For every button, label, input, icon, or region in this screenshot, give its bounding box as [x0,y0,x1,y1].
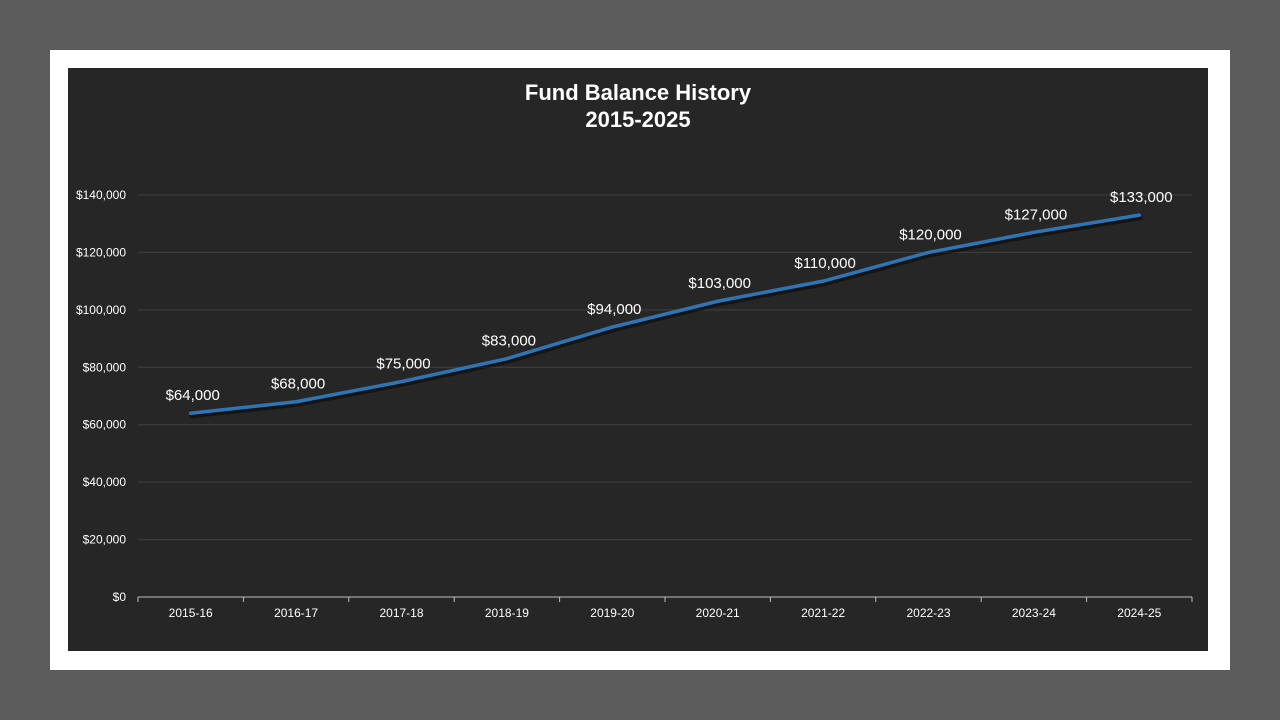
chart-title-main: Fund Balance History [524,80,752,105]
x-tick-label: 2015-16 [169,606,213,620]
data-label: $68,000 [271,376,325,393]
series-line [188,213,1142,415]
x-tick-label: 2024-25 [1117,606,1161,620]
x-tick-label: 2016-17 [274,606,318,620]
data-label: $127,000 [1005,206,1068,223]
series-line-shadow [189,216,1143,419]
x-tick-label: 2020-21 [696,606,740,620]
x-tick-label: 2017-18 [379,606,423,620]
data-label: $83,000 [482,333,536,350]
y-tick-label: $80,000 [83,360,127,374]
chart-title: Fund Balance History 2015-2025 [68,79,1208,133]
chart-frame: Fund Balance History 2015-2025 $0 $20,000… [50,50,1230,670]
data-label: $133,000 [1110,189,1173,206]
data-label: $75,000 [376,356,430,373]
y-tick-label: $60,000 [83,418,127,432]
data-label: $110,000 [794,255,855,272]
data-label: $103,000 [688,275,751,292]
y-tick-label: $0 [113,590,127,604]
data-label: $94,000 [587,301,641,318]
data-label: $120,000 [899,226,962,243]
x-tick-label: 2022-23 [906,606,950,620]
x-tick-label: 2021-22 [801,606,845,620]
chart-title-subtitle: 2015-2025 [585,107,691,132]
y-tick-label: $40,000 [83,475,127,489]
x-tick-label: 2018-19 [485,606,529,620]
y-tick-label: $120,000 [76,245,126,259]
x-tick-label: 2023-24 [1012,606,1056,620]
y-tick-label: $100,000 [76,303,126,317]
y-tick-label: $20,000 [83,533,127,547]
data-label: $64,000 [166,387,220,404]
y-tick-label: $140,000 [76,188,126,202]
line-chart-plot: $0 $20,000 $40,000 $60,000 $80,000 $100,000 $1… [76,188,1193,620]
chart-area: Fund Balance History 2015-2025 $0 $20,000… [68,68,1208,651]
x-tick-label: 2019-20 [590,606,634,620]
